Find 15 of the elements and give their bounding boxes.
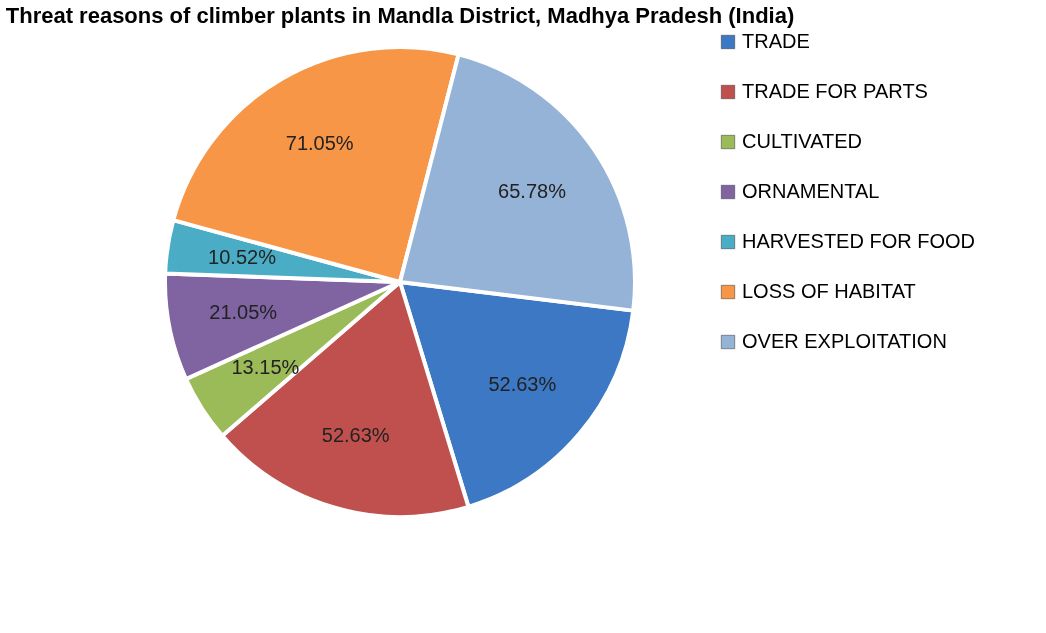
chart-title: Threat reasons of climber plants in Mandla District, Madhya Pradesh (India) bbox=[5, 3, 795, 28]
data-label: 52.63% bbox=[488, 372, 557, 395]
legend-label: ORNAMENTAL bbox=[742, 180, 880, 202]
legend-label: LOSS OF HABITAT bbox=[742, 280, 916, 302]
data-label: 10.52% bbox=[208, 245, 277, 268]
legend-label: TRADE FOR PARTS bbox=[742, 80, 928, 102]
legend-label: TRADE bbox=[742, 30, 810, 52]
data-label: 52.63% bbox=[321, 423, 390, 446]
data-label: 71.05% bbox=[285, 131, 354, 154]
data-label: 65.78% bbox=[498, 179, 567, 202]
data-label: 13.15% bbox=[231, 356, 300, 379]
legend-label: CULTIVATED bbox=[742, 130, 863, 152]
legend-label: HARVESTED FOR FOOD bbox=[742, 230, 975, 252]
legend-label: OVER EXPLOITATION bbox=[742, 330, 947, 352]
data-label: 21.05% bbox=[209, 300, 278, 323]
